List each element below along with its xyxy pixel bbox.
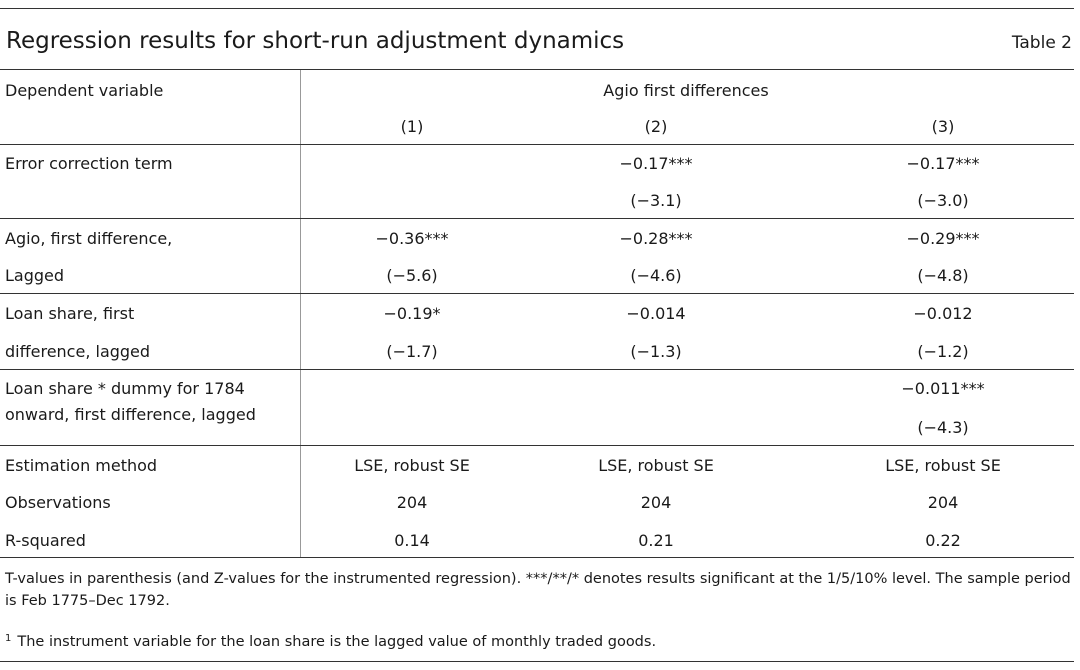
tstat-cell: (−5.6) (386, 266, 438, 285)
tstat-cell: (−1.7) (386, 342, 438, 361)
tstat-cell: (−3.1) (630, 191, 682, 210)
dependent-variable-value: Agio first differences (603, 81, 769, 100)
header-bottom-rule (0, 144, 1074, 145)
footnote: 1 The instrument variable for the loan sh… (5, 628, 1073, 653)
coef-cell: −0.011*** (901, 379, 985, 398)
row-rule (0, 293, 1074, 294)
tstat-cell: (−4.6) (630, 266, 682, 285)
row-label-line2: onward, first difference, lagged (5, 405, 256, 424)
r-squared-label: R-squared (5, 531, 86, 550)
footnote-marker: 1 (5, 633, 12, 644)
top-rule (0, 8, 1074, 9)
observations-cell: 204 (927, 493, 959, 512)
row-label-line2: Lagged (5, 266, 65, 285)
coef-cell: −0.17*** (906, 154, 980, 173)
row-label: Loan share, first (5, 304, 135, 323)
column-header-2: (2) (644, 117, 668, 136)
coef-cell: −0.014 (626, 304, 686, 323)
r-squared-cell: 0.14 (394, 531, 430, 550)
tstat-cell: (−1.2) (917, 342, 969, 361)
tstat-cell: (−3.0) (917, 191, 969, 210)
row-rule (0, 218, 1074, 219)
column-header-3: (3) (931, 117, 955, 136)
dependent-variable-label: Dependent variable (5, 81, 164, 100)
r-squared-cell: 0.22 (925, 531, 961, 550)
coef-cell: −0.29*** (906, 229, 980, 248)
column-header-1: (1) (400, 117, 424, 136)
footnote-text: The instrument variable for the loan sha… (17, 634, 657, 650)
row-label: Loan share * dummy for 1784 (5, 379, 245, 398)
row-label: Error correction term (5, 154, 173, 173)
row-rule (0, 445, 1074, 446)
observations-label: Observations (5, 493, 111, 512)
column-divider (300, 70, 301, 557)
observations-cell: 204 (396, 493, 428, 512)
estimation-method-cell: LSE, robust SE (354, 456, 470, 475)
notes-bottom-rule (0, 661, 1074, 662)
coef-cell: −0.012 (913, 304, 973, 323)
estimation-method-label: Estimation method (5, 456, 158, 475)
coef-cell: −0.17*** (619, 154, 693, 173)
table-note: T-values in parenthesis (and Z-values fo… (5, 571, 1071, 609)
tstat-cell: (−4.3) (917, 418, 969, 437)
coef-cell: −0.28*** (619, 229, 693, 248)
estimation-method-cell: LSE, robust SE (885, 456, 1001, 475)
table-title: Regression results for short-run adjustm… (6, 28, 625, 54)
estimation-method-cell: LSE, robust SE (598, 456, 714, 475)
header-top-rule (0, 69, 1074, 70)
table-bottom-rule (0, 557, 1074, 558)
r-squared-cell: 0.21 (638, 531, 674, 550)
tstat-cell: (−1.3) (630, 342, 682, 361)
row-label: Agio, first difference, (5, 229, 173, 248)
row-label-line2: difference, lagged (5, 342, 151, 361)
coef-cell: −0.19* (383, 304, 441, 323)
row-rule (0, 369, 1074, 370)
table-number: Table 2 (1011, 33, 1072, 53)
observations-cell: 204 (640, 493, 672, 512)
tstat-cell: (−4.8) (917, 266, 969, 285)
coef-cell: −0.36*** (375, 229, 449, 248)
